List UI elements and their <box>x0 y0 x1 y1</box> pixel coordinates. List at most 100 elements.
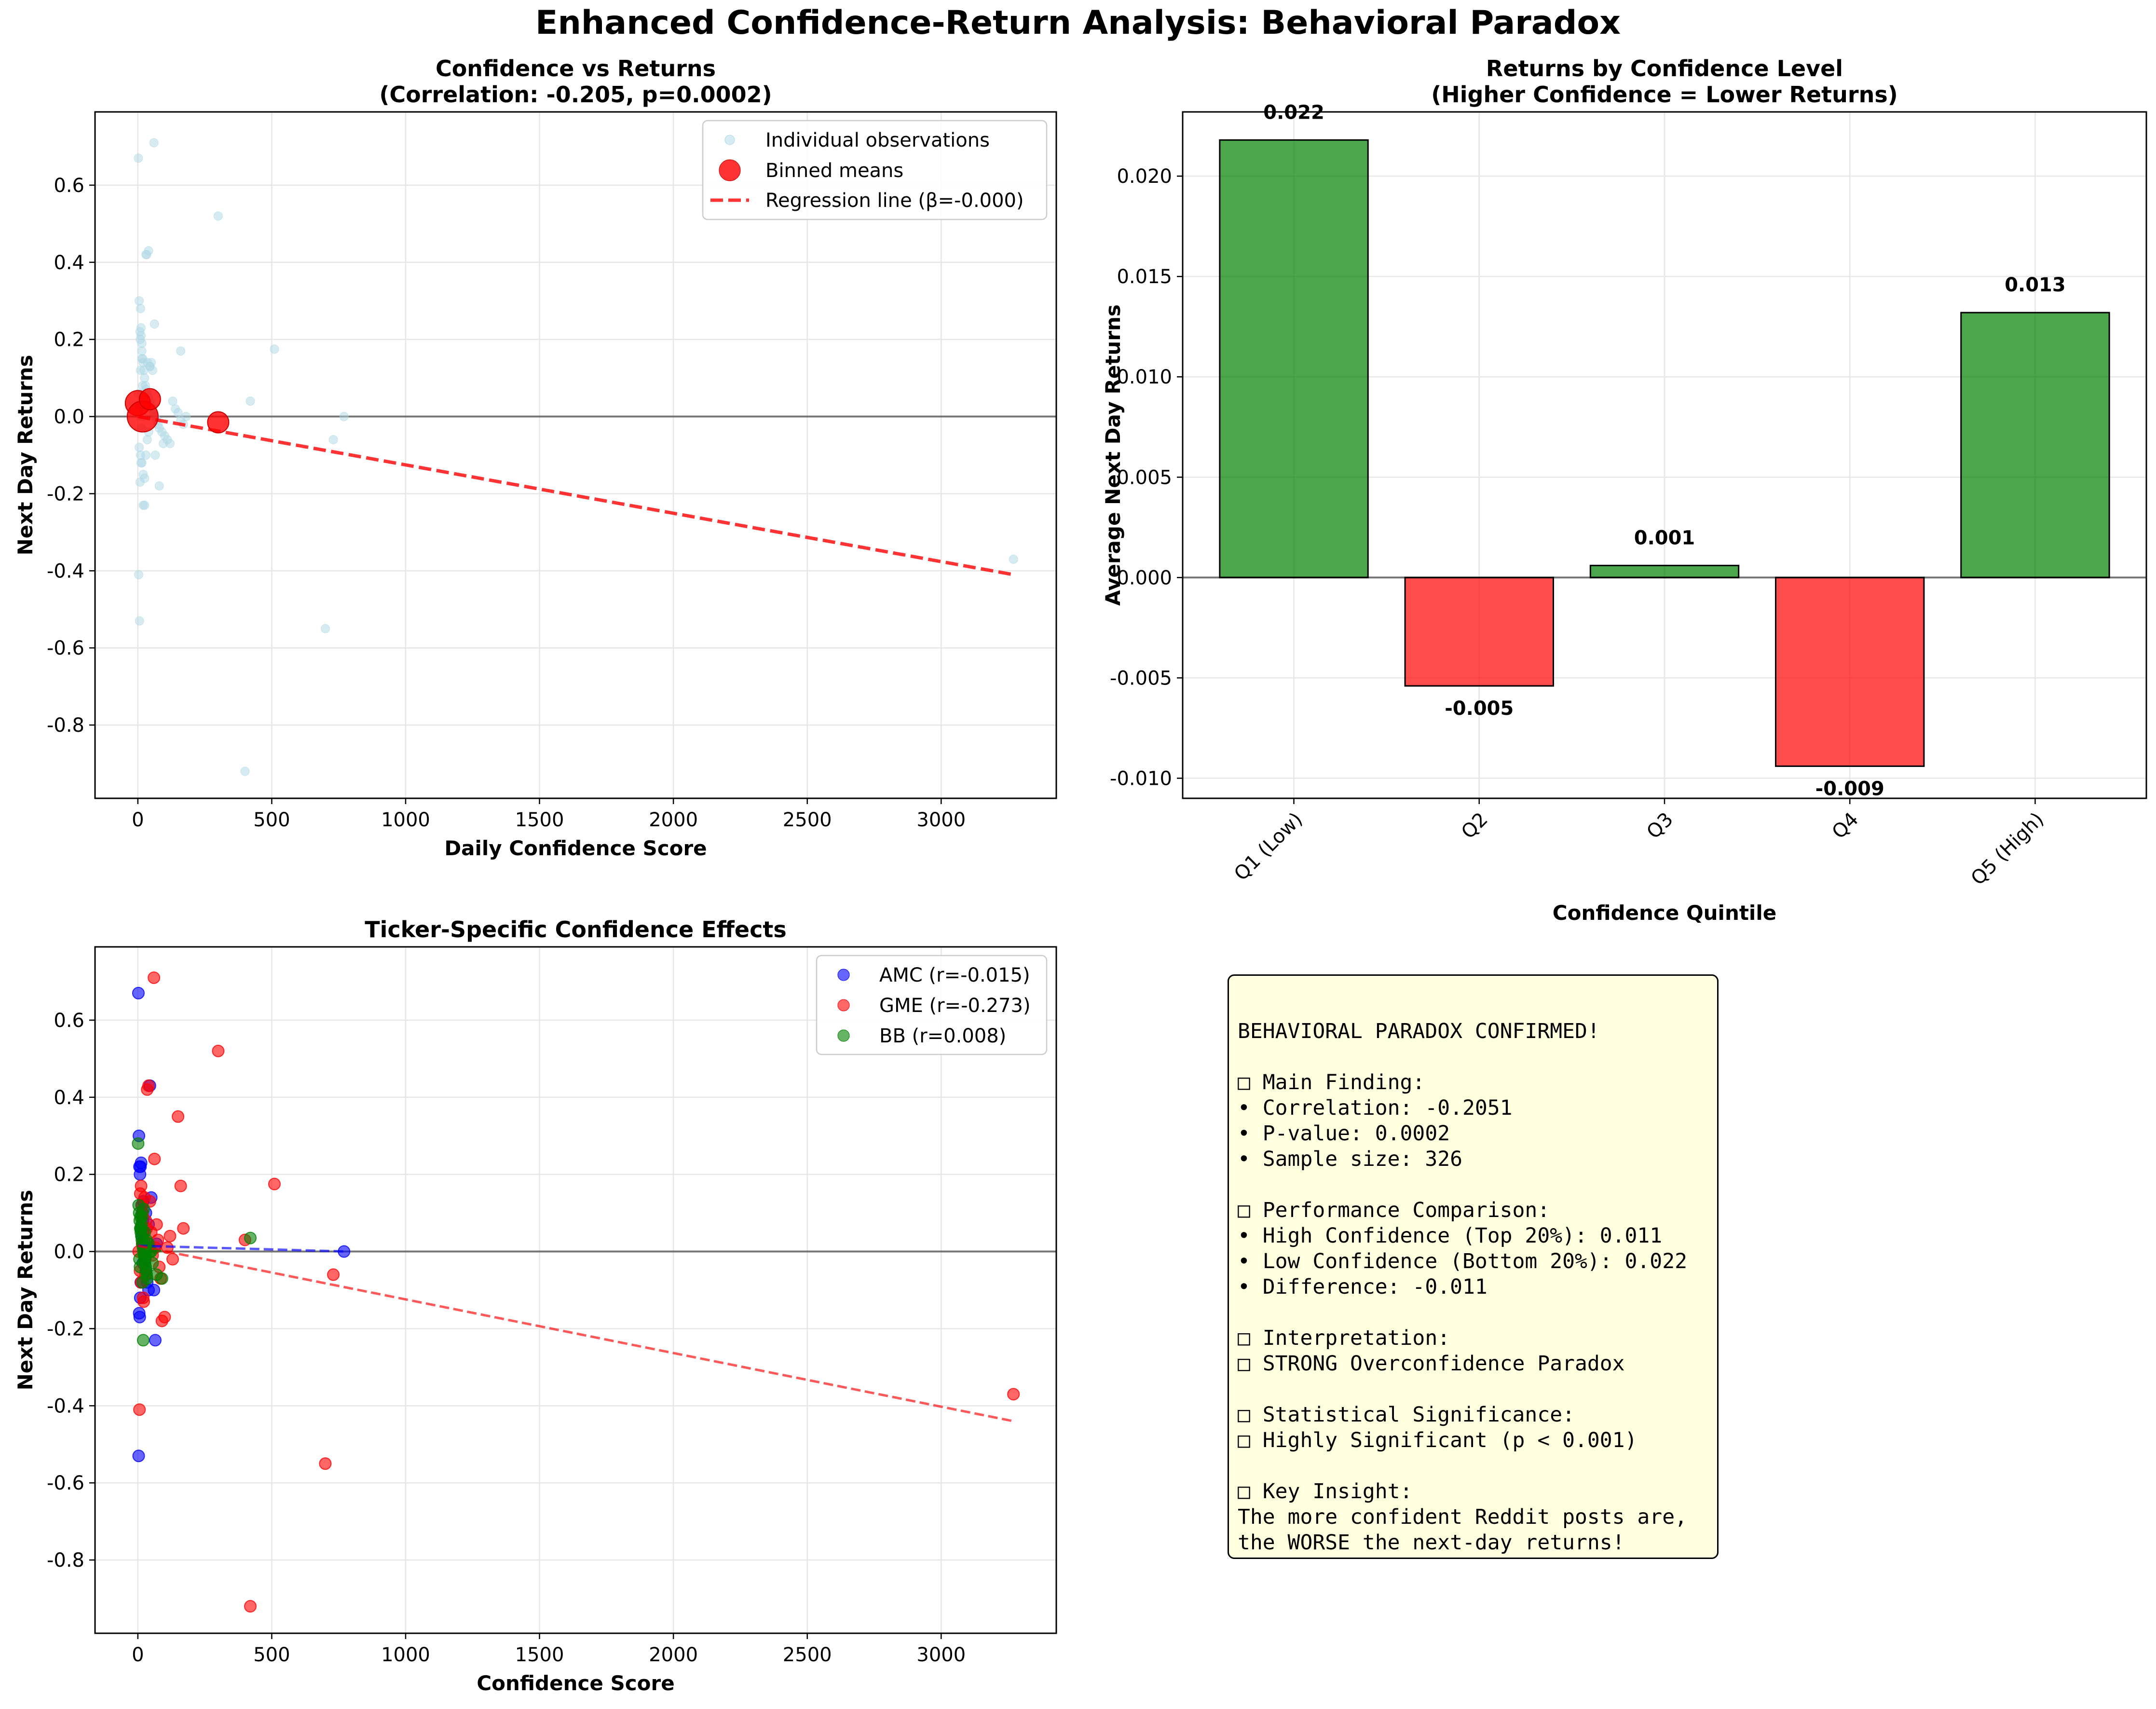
p3-bb-trend-line <box>137 1249 165 1253</box>
summary-line <box>1238 1453 1708 1479</box>
p2-xlabel: Confidence Quintile <box>1553 901 1776 925</box>
p3-gme-point <box>177 1222 190 1235</box>
p1-observation-point <box>134 153 143 163</box>
p3-gme-point <box>133 1403 146 1416</box>
p2-ytick-label: 0.005 <box>1117 466 1172 489</box>
p3-legend-gme-marker <box>837 999 850 1012</box>
summary-line: □ Main Finding: <box>1238 1070 1425 1094</box>
p3-amc-point <box>132 1449 145 1463</box>
p3-xtick-label: 2000 <box>649 1644 698 1666</box>
p3-gme-point <box>319 1457 332 1470</box>
p1-xtick-label: 0 <box>132 809 144 831</box>
p2-bar-data-label: -0.005 <box>1445 697 1514 720</box>
p1-observation-point <box>240 766 250 776</box>
p3-amc-point <box>132 986 145 999</box>
p3-bb-point <box>135 1222 148 1235</box>
p2-ytick-label: -0.010 <box>1110 767 1172 790</box>
p3-gme-point <box>1007 1388 1020 1401</box>
summary-line: □ Performance Comparison: <box>1238 1198 1550 1222</box>
p1-observation-point <box>150 319 159 329</box>
p1-title-line: (Correlation: -0.205, p=0.0002) <box>379 82 772 108</box>
p1-legend-obs-marker <box>724 135 735 145</box>
p1-observation-point <box>138 381 148 391</box>
p2-bar <box>1960 312 2110 578</box>
summary-line <box>1238 1377 1708 1402</box>
p1-observation-point <box>140 500 150 510</box>
p1-observation-point <box>159 439 168 449</box>
p3-gme-point <box>327 1268 340 1281</box>
p1-observation-point <box>181 412 191 422</box>
p3-bb-point <box>132 1137 145 1150</box>
summary-line: • Low Confidence (Bottom 20%): 0.022 <box>1238 1249 1687 1273</box>
p1-ytick-label: 0.6 <box>54 175 84 197</box>
p3-amc-point <box>148 1284 161 1297</box>
p2-ylabel: Average Next Day Returns <box>1101 304 1125 606</box>
p1-legend-binned-label: Binned means <box>765 160 903 182</box>
p2-ytick-label: 0.000 <box>1117 567 1172 589</box>
summary-line: □ Statistical Significance: <box>1238 1403 1575 1427</box>
summary-line <box>1238 993 1708 1019</box>
p1-observation-point <box>148 366 157 375</box>
p1-xtick-label: 3000 <box>916 809 966 831</box>
p3-gme-point <box>135 1179 148 1192</box>
p3-bb-point <box>136 1334 150 1347</box>
p3-legend-bb-marker <box>837 1029 850 1042</box>
p3-ytick-label: -0.4 <box>47 1395 84 1417</box>
p3-legend-bb-label: BB (r=0.008) <box>879 1025 1006 1047</box>
p3-gme-trend-line <box>137 1244 1014 1422</box>
p1-observation-point <box>339 412 349 422</box>
p3-amc-point <box>149 1334 162 1347</box>
p1-legend <box>702 120 1048 220</box>
p2-ytick-label: 0.015 <box>1117 266 1172 288</box>
p3-legend-amc-label: AMC (r=-0.015) <box>879 964 1030 986</box>
p1-ytick-label: -0.6 <box>47 637 84 659</box>
p1-ytick-label: -0.8 <box>47 714 84 737</box>
p2-bar-data-label: 0.001 <box>1634 527 1695 549</box>
figure-title: Enhanced Confidence-Return Analysis: Beh… <box>535 4 1621 42</box>
p1-binned-mean-point <box>138 388 161 410</box>
p3-xtick-label: 2500 <box>783 1644 832 1666</box>
p1-observation-point <box>246 396 255 406</box>
p3-legend-amc-marker <box>837 969 850 981</box>
p1-ytick-label: 0.2 <box>54 329 84 351</box>
summary-line: the WORSE the next-day returns! <box>1238 1531 1625 1555</box>
p3-gme-point <box>172 1110 185 1123</box>
p1-observation-point <box>1009 554 1018 564</box>
p3-gme-point <box>166 1253 179 1266</box>
p3-amc-point <box>135 1156 148 1169</box>
p2-title-line: (Higher Confidence = Lower Returns) <box>1431 82 1897 108</box>
summary-line: □ STRONG Overconfidence Paradox <box>1238 1352 1625 1376</box>
p3-gme-point <box>137 1295 150 1308</box>
p3-ytick-label: 0.2 <box>54 1164 84 1186</box>
p1-xlabel: Daily Confidence Score <box>444 836 707 860</box>
p3-xtick-label: 1000 <box>381 1644 430 1666</box>
p3-gme-point <box>158 1311 171 1324</box>
p1-observation-point <box>270 344 279 354</box>
p3-title-line: Ticker-Specific Confidence Effects <box>365 916 787 943</box>
summary-line: □ Highly Significant (p < 0.001) <box>1238 1428 1637 1452</box>
p2-bar-data-label: -0.009 <box>1815 778 1884 800</box>
p3-xtick-label: 3000 <box>916 1644 966 1666</box>
p3-gme-point <box>148 1152 161 1165</box>
p1-xtick-label: 500 <box>253 809 290 831</box>
p1-legend-regression-label: Regression line (β=-0.000) <box>765 190 1024 212</box>
p3-legend <box>816 955 1048 1055</box>
p3-frame <box>94 946 1057 1634</box>
p3-bb-point <box>136 1276 149 1289</box>
summary-line: □ Key Insight: <box>1238 1479 1413 1504</box>
p1-observation-point <box>150 451 160 460</box>
p1-xtick-label: 1000 <box>381 809 430 831</box>
summary-line: □ Interpretation: <box>1238 1326 1450 1350</box>
p3-gme-point <box>212 1044 225 1057</box>
p3-gme-point <box>174 1179 187 1192</box>
p2-ytick-label: 0.020 <box>1117 165 1172 188</box>
p1-frame <box>94 111 1057 799</box>
p1-title-line: Confidence vs Returns <box>436 55 716 82</box>
p2-ytick-label: 0.010 <box>1117 366 1172 388</box>
p3-ytick-label: 0.4 <box>54 1087 84 1109</box>
p3-xtick-label: 500 <box>253 1644 290 1666</box>
p3-bb-point <box>137 1203 150 1216</box>
summary-line: • Sample size: 326 <box>1238 1147 1462 1171</box>
